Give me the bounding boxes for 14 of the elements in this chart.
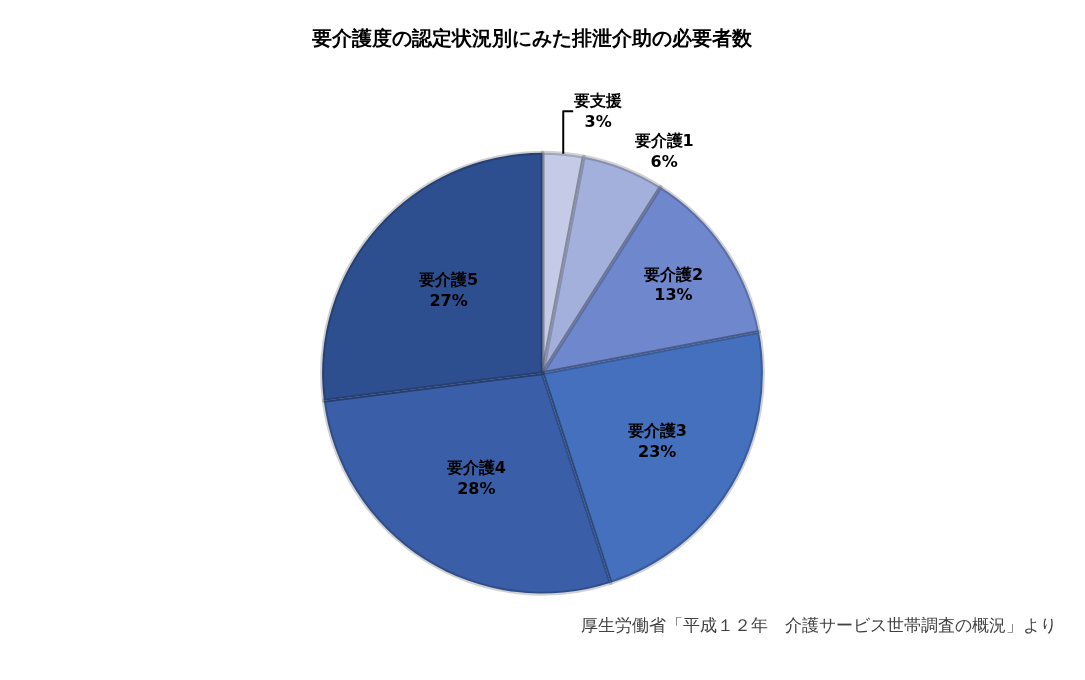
slice-label: 要介護2 — [642, 264, 704, 284]
slice-label: 要支援 — [573, 91, 623, 111]
data-label: 28% — [457, 479, 496, 499]
data-label: 23% — [638, 441, 677, 461]
data-label: 27% — [429, 290, 468, 310]
chart-title: 要介護度の認定状況別にみた排泄介助の必要者数 — [310, 25, 753, 50]
data-label: 13% — [654, 285, 693, 305]
slice-label: 要介護1 — [633, 131, 694, 151]
data-label: 6% — [650, 151, 678, 171]
slice-label: 要介護3 — [626, 420, 687, 440]
slice-label: 要介護5 — [417, 270, 479, 290]
slice-label: 要介護4 — [445, 458, 506, 478]
data-label: 3% — [584, 112, 612, 132]
text: 厚生労働省「平成１２年 介護サービス世帯調査の概況」より — [581, 615, 1057, 635]
